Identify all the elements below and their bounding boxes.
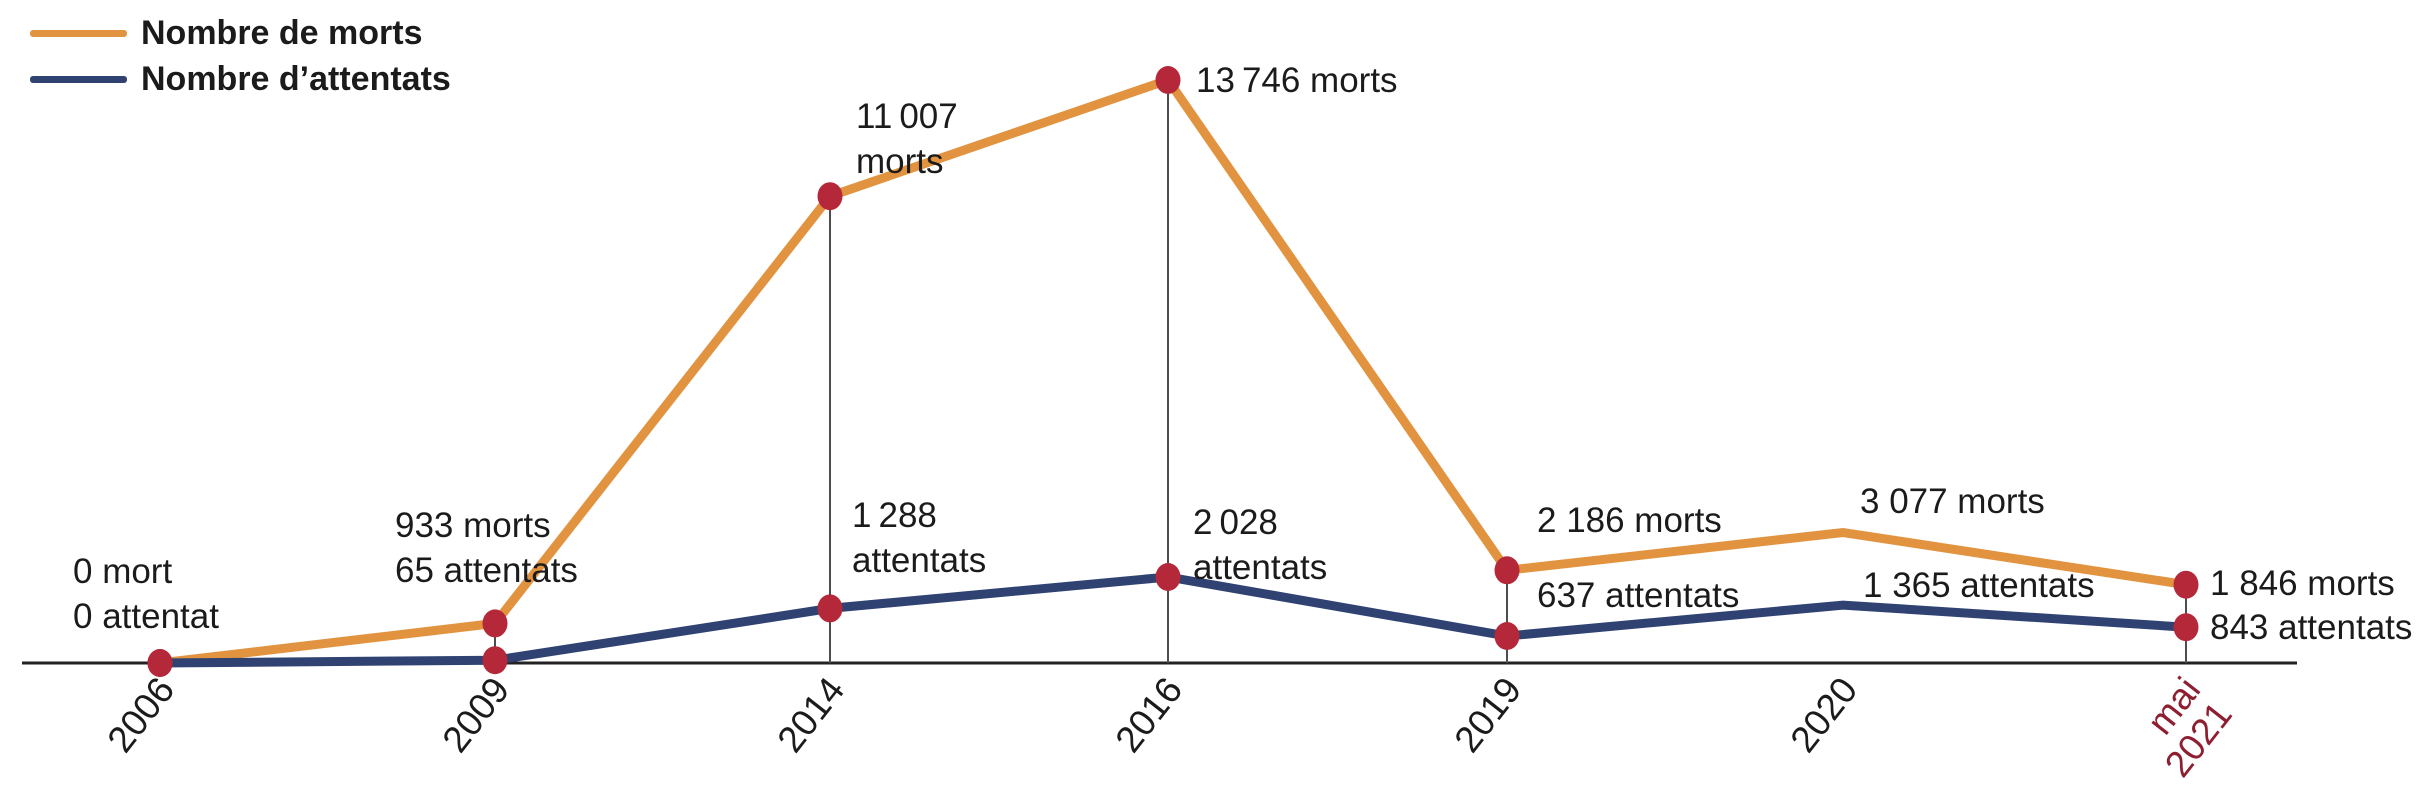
data-point-marker-morts-mai 2021 xyxy=(2173,570,2199,599)
point-annotation-6: 2 186 morts xyxy=(1537,501,1722,540)
legend-swatch-attentats xyxy=(30,75,127,83)
data-point-marker-attentats-2009 xyxy=(482,646,508,675)
data-point-marker-morts-2016 xyxy=(1155,66,1181,94)
point-annotation-1: 933 morts 65 attentats xyxy=(395,506,578,590)
data-point-marker-morts-2009 xyxy=(482,609,508,638)
x-tick-label-2014: 2014 xyxy=(769,670,852,760)
legend-item-attentats: Nombre d’attentats xyxy=(30,56,451,102)
data-point-marker-attentats-2019 xyxy=(1494,622,1520,650)
legend-label-morts: Nombre de morts xyxy=(141,14,423,52)
point-annotation-7: 637 attentats xyxy=(1537,576,1739,615)
data-point-marker-attentats-2016 xyxy=(1155,563,1181,591)
point-annotation-8: 3 077 morts xyxy=(1860,482,2045,521)
x-tick-label-2009: 2009 xyxy=(434,670,517,760)
point-annotation-3: 1 288 attentats xyxy=(852,496,986,580)
legend-swatch-morts xyxy=(30,29,127,37)
point-annotation-0: 0 mort 0 attentat xyxy=(73,552,219,636)
point-annotation-2: 11 007 morts xyxy=(856,97,958,181)
legend-label-attentats: Nombre d’attentats xyxy=(141,60,451,98)
point-annotation-10: 1 846 morts xyxy=(2210,564,2395,603)
data-point-marker-attentats-mai 2021 xyxy=(2173,613,2199,642)
data-point-marker-morts-2019 xyxy=(1494,556,1520,585)
x-tick-label-2019: 2019 xyxy=(1446,670,1529,760)
point-annotation-4: 13 746 morts xyxy=(1196,61,1398,100)
point-annotation-11: 843 attentats xyxy=(2210,608,2412,647)
legend-item-morts: Nombre de morts xyxy=(30,10,451,56)
x-tick-label-2020: 2020 xyxy=(1782,670,1865,760)
data-point-marker-attentats-2014 xyxy=(817,594,843,623)
point-annotation-9: 1 365 attentats xyxy=(1863,566,2095,605)
legend: Nombre de morts Nombre d’attentats xyxy=(30,10,451,102)
data-point-marker-morts-2014 xyxy=(817,182,843,211)
data-point-marker-attentats-2006 xyxy=(147,649,173,677)
x-tick-label-2016: 2016 xyxy=(1107,670,1190,760)
x-tick-label-2006: 2006 xyxy=(99,670,182,760)
x-tick-label-mai-2021: mai2021 xyxy=(2125,670,2240,785)
point-annotation-5: 2 028 attentats xyxy=(1193,503,1327,587)
